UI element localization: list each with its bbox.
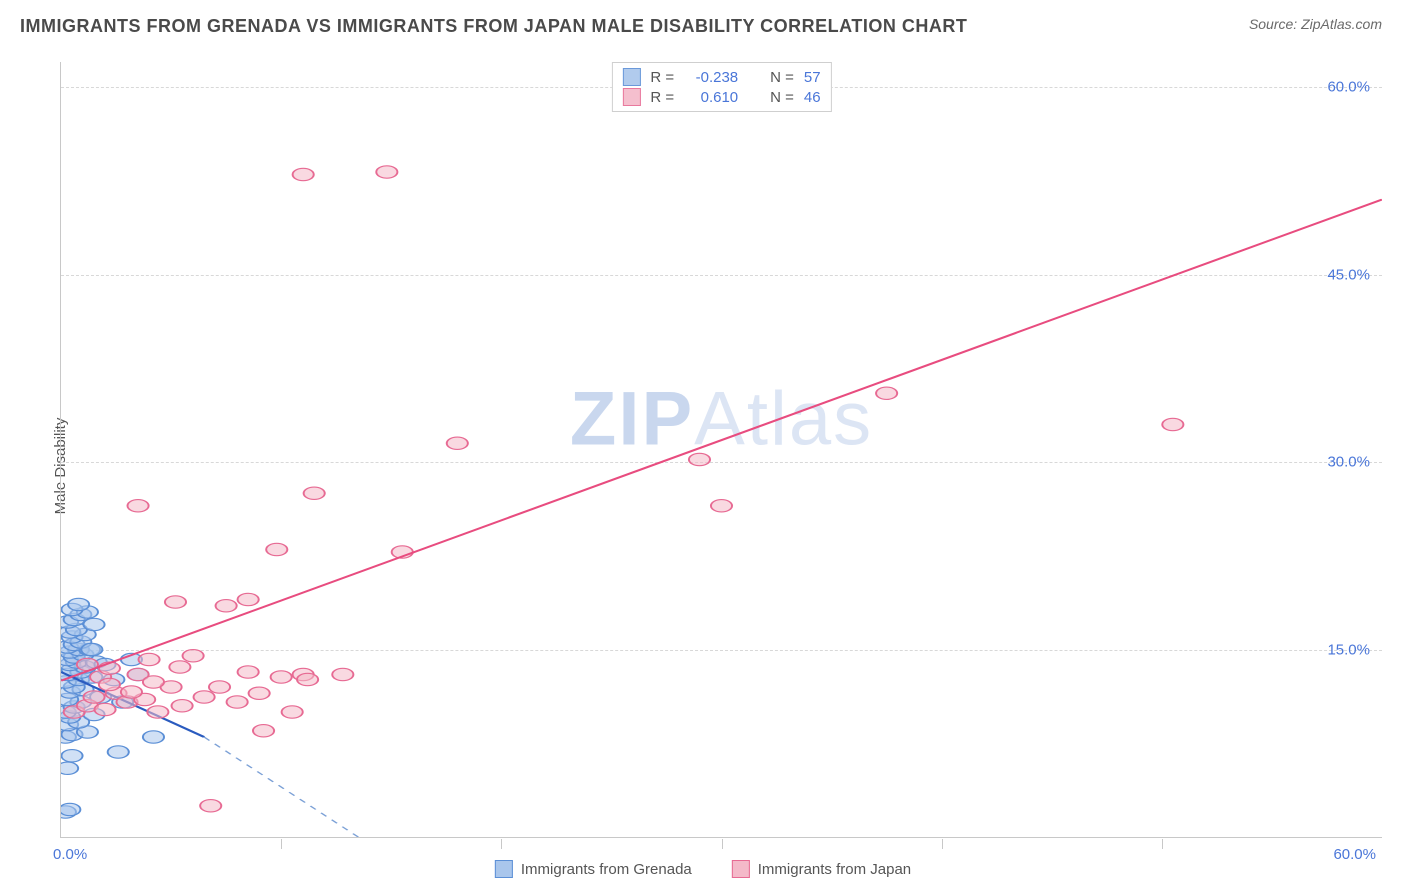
x-tick bbox=[501, 839, 502, 849]
x-tick bbox=[1162, 839, 1163, 849]
data-point bbox=[61, 803, 80, 815]
legend-item: Immigrants from Grenada bbox=[495, 860, 692, 878]
trend-line-dashed bbox=[204, 737, 358, 837]
data-point bbox=[127, 500, 148, 512]
data-point bbox=[138, 653, 159, 665]
data-point bbox=[1162, 418, 1183, 430]
legend-r-value: -0.238 bbox=[684, 69, 738, 86]
chart-area: Male Disability ZIPAtlas R =-0.238N =57R… bbox=[14, 50, 1392, 882]
data-point bbox=[94, 703, 115, 715]
data-point bbox=[253, 725, 274, 737]
correlation-legend: R = -0.238 N = 57 R = 0.610 N = 46 bbox=[611, 62, 831, 112]
legend-row: R = -0.238 N = 57 bbox=[622, 67, 820, 87]
data-point bbox=[81, 643, 102, 655]
data-point bbox=[68, 598, 89, 610]
legend-r-label: R = bbox=[650, 69, 674, 86]
legend-swatch bbox=[622, 68, 640, 86]
legend-swatch bbox=[622, 88, 640, 106]
data-point bbox=[209, 681, 230, 693]
legend-r-value: 0.610 bbox=[684, 89, 738, 106]
source: Source: ZipAtlas.com bbox=[1249, 16, 1382, 32]
data-point bbox=[266, 543, 287, 555]
data-point bbox=[293, 168, 314, 180]
series-legend: Immigrants from Grenada Immigrants from J… bbox=[495, 860, 911, 878]
data-point bbox=[83, 691, 104, 703]
legend-n-label: N = bbox=[770, 89, 794, 106]
source-value: ZipAtlas.com bbox=[1301, 16, 1382, 32]
data-point bbox=[249, 687, 270, 699]
data-point bbox=[332, 668, 353, 680]
data-point bbox=[172, 700, 193, 712]
data-point bbox=[447, 437, 468, 449]
legend-series-label: Immigrants from Japan bbox=[758, 861, 911, 878]
legend-series-label: Immigrants from Grenada bbox=[521, 861, 692, 878]
data-point bbox=[143, 676, 164, 688]
data-point bbox=[297, 673, 318, 685]
data-point bbox=[238, 593, 259, 605]
chart-title: IMMIGRANTS FROM GRENADA VS IMMIGRANTS FR… bbox=[20, 16, 967, 37]
data-point bbox=[282, 706, 303, 718]
legend-row: R = 0.610 N = 46 bbox=[622, 87, 820, 107]
data-point bbox=[165, 596, 186, 608]
legend-swatch bbox=[732, 860, 750, 878]
x-tick bbox=[942, 839, 943, 849]
source-label: Source: bbox=[1249, 16, 1297, 32]
data-point bbox=[376, 166, 397, 178]
trend-line bbox=[61, 200, 1382, 681]
data-point bbox=[711, 500, 732, 512]
legend-n-value: 57 bbox=[804, 69, 821, 86]
legend-item: Immigrants from Japan bbox=[732, 860, 911, 878]
x-tick bbox=[281, 839, 282, 849]
plot-region: ZIPAtlas R =-0.238N =57R =0.610N =46 0.0… bbox=[60, 62, 1382, 838]
data-point bbox=[183, 650, 204, 662]
data-point bbox=[271, 671, 292, 683]
legend-n-label: N = bbox=[770, 69, 794, 86]
data-point bbox=[121, 686, 142, 698]
data-point bbox=[147, 706, 168, 718]
data-point bbox=[304, 487, 325, 499]
data-point bbox=[194, 691, 215, 703]
scatter-svg bbox=[61, 62, 1382, 837]
x-max-label: 60.0% bbox=[1333, 846, 1376, 863]
data-point bbox=[143, 731, 164, 743]
data-point bbox=[689, 453, 710, 465]
legend-r-label: R = bbox=[650, 89, 674, 106]
legend-n-value: 46 bbox=[804, 89, 821, 106]
data-point bbox=[876, 387, 897, 399]
x-origin-label: 0.0% bbox=[53, 846, 87, 863]
data-point bbox=[61, 762, 78, 774]
x-tick bbox=[722, 839, 723, 849]
data-point bbox=[238, 666, 259, 678]
data-point bbox=[99, 678, 120, 690]
data-point bbox=[200, 800, 221, 812]
data-point bbox=[227, 696, 248, 708]
data-point bbox=[216, 600, 237, 612]
legend-swatch bbox=[495, 860, 513, 878]
data-point bbox=[108, 746, 129, 758]
data-point bbox=[61, 750, 82, 762]
data-point bbox=[169, 661, 190, 673]
